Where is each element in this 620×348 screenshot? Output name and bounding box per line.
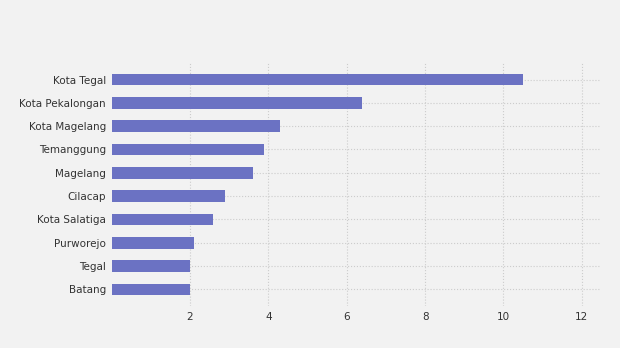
Bar: [112, 144, 264, 155]
Bar: [112, 97, 362, 109]
Bar: [112, 284, 190, 295]
Bar: [112, 237, 194, 248]
Bar: [112, 260, 190, 272]
Bar: [112, 120, 280, 132]
Bar: [112, 190, 225, 202]
Bar: [112, 214, 213, 225]
Bar: [112, 74, 523, 85]
Bar: [112, 167, 253, 179]
